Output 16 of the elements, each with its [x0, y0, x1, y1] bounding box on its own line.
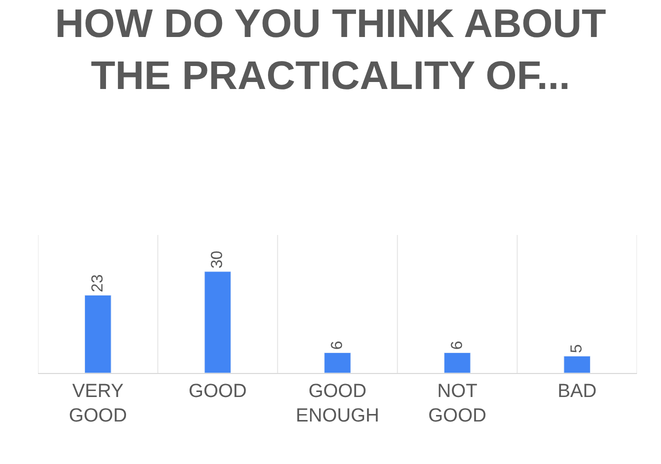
bar: [444, 352, 471, 373]
data-label: 6: [329, 340, 346, 350]
x-tick-label: GOOD ENOUGH: [296, 380, 380, 426]
bar: [564, 356, 591, 373]
bar: [204, 271, 232, 373]
x-tick-label: GOOD: [188, 380, 247, 402]
bar: [324, 352, 351, 373]
x-tick-label: VERY GOOD: [68, 380, 127, 426]
data-label: 23: [89, 274, 106, 292]
data-label: 6: [448, 340, 466, 350]
x-tick-label: NOT GOOD: [428, 380, 486, 426]
chart-title: HOW DO YOU THINK ABOUT THE PRACTICALITY OF...: [54, 2, 606, 98]
bar: [84, 294, 112, 373]
x-tick-label: BAD: [558, 380, 597, 402]
data-label: 5: [568, 344, 586, 354]
data-label: 30: [209, 250, 226, 269]
